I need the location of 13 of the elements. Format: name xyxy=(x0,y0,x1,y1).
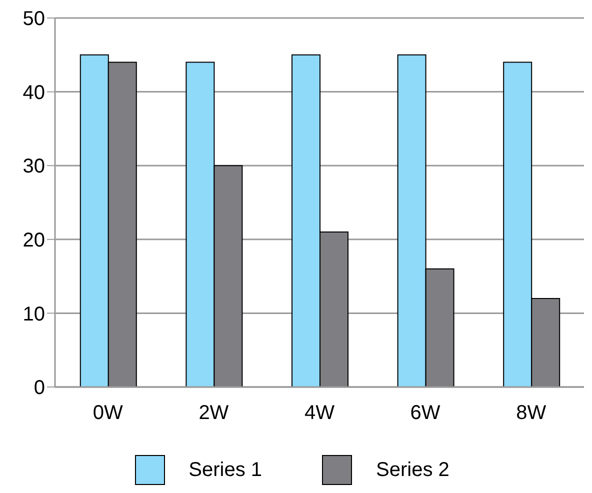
y-tick-label: 30 xyxy=(22,156,45,178)
x-tick-label: 0W xyxy=(92,402,124,424)
legend-label: Series 1 xyxy=(188,458,262,482)
y-tick-label: 10 xyxy=(22,303,45,326)
legend-label: Series 2 xyxy=(376,458,450,482)
x-tick-label: 4W xyxy=(304,402,335,424)
x-tick-label: 2W xyxy=(198,402,229,424)
y-tick-label: 40 xyxy=(22,82,45,104)
x-tick-label: 8W xyxy=(516,402,546,424)
y-tick-label: 20 xyxy=(22,230,45,252)
y-tick-label: 50 xyxy=(22,8,45,30)
x-tick-label: 6W xyxy=(410,402,440,424)
y-tick-label: 0 xyxy=(34,377,45,400)
